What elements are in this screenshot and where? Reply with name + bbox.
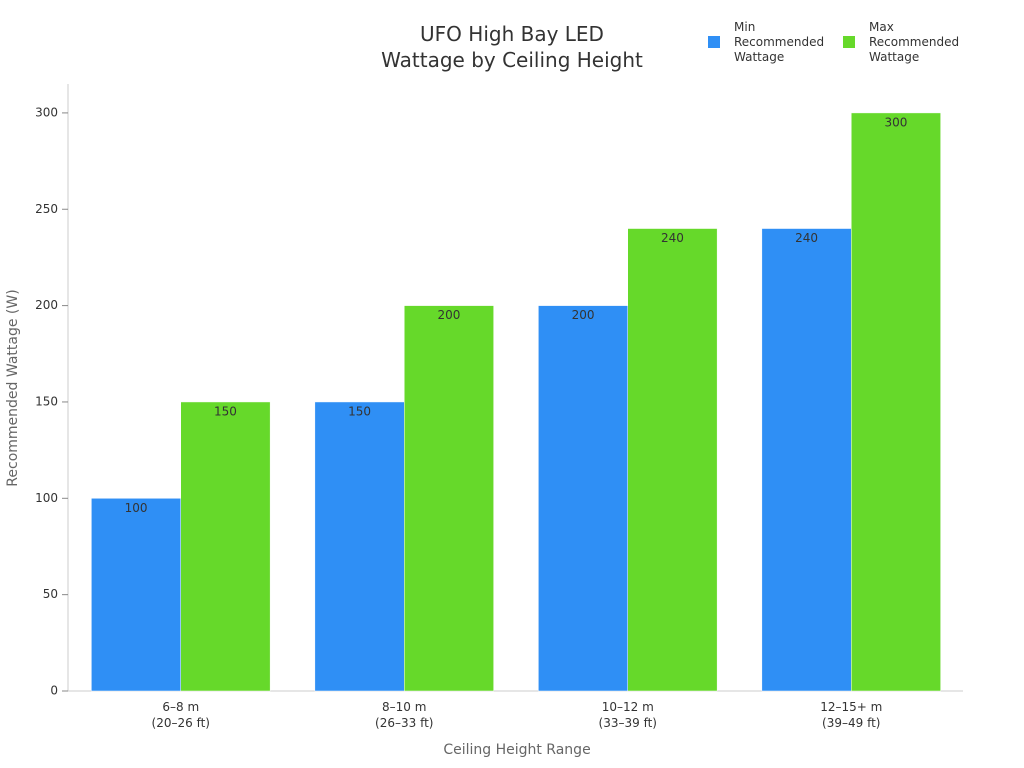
x-tick-label: 12–15+ m (39–49 ft) [820,700,882,730]
y-axis-label: Recommended Wattage (W) [5,289,21,486]
value-label: 240 [795,231,818,245]
value-label: 200 [572,308,595,322]
value-label: 300 [884,115,907,129]
bar [91,498,181,692]
y-tick-label: 200 [35,298,58,312]
legend-label: Min Recommended Wattage [734,20,824,64]
bar [314,401,405,692]
bar [851,112,941,692]
x-axis-label: Ceiling Height Range [443,742,590,758]
bar [627,228,718,692]
y-tick-label: 300 [35,105,58,119]
value-label: 200 [437,308,460,322]
legend-swatch [708,36,720,48]
bar [180,401,271,692]
value-label: 150 [348,404,371,418]
y-tick-label: 150 [35,394,58,408]
bar [538,305,628,692]
value-label: 100 [125,501,148,515]
x-tick-label: 6–8 m (20–26 ft) [152,700,210,730]
y-tick-label: 50 [43,587,58,601]
bar [404,305,494,692]
bar [761,228,852,692]
y-tick-label: 100 [35,491,58,505]
y-tick-label: 250 [35,202,58,216]
legend-label: Max Recommended Wattage [869,20,959,64]
x-tick-label: 10–12 m (33–39 ft) [599,700,657,730]
x-tick-label: 8–10 m (26–33 ft) [375,700,433,730]
value-label: 150 [214,404,237,418]
value-label: 240 [661,231,684,245]
chart-title: UFO High Bay LED Wattage by Ceiling Heigh… [381,22,643,72]
y-tick-label: 0 [50,684,58,698]
legend-swatch [843,36,855,48]
